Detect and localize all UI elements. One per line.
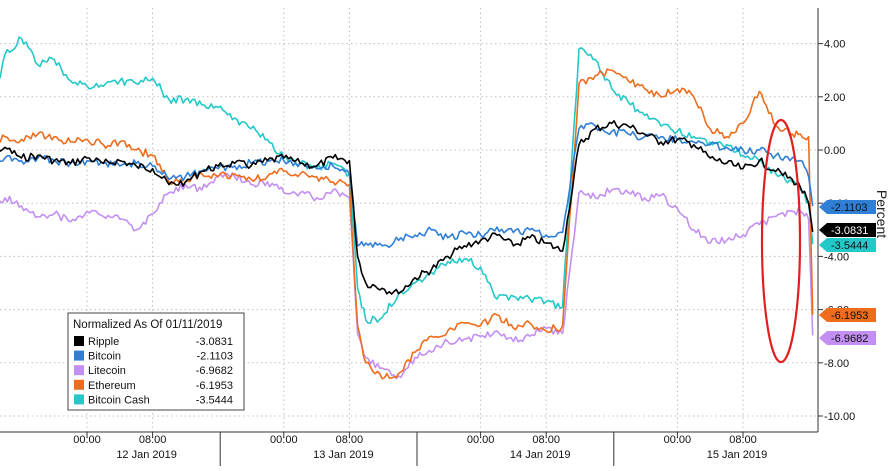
legend-swatch bbox=[74, 365, 84, 376]
legend-value: -6.1953 bbox=[196, 380, 233, 392]
legend-swatch bbox=[74, 379, 84, 390]
legend-value: -3.5444 bbox=[196, 394, 233, 406]
last-value-tag-ripple: -3.0831 bbox=[819, 223, 876, 237]
legend-item-ripple: Ripple -3.0831 bbox=[74, 336, 233, 348]
day-label: 14 Jan 2019 bbox=[510, 449, 571, 461]
tag-background bbox=[819, 223, 876, 237]
legend-value: -2.1103 bbox=[197, 351, 234, 363]
legend-swatch bbox=[74, 394, 84, 405]
y-tick-label: 0.00 bbox=[824, 145, 845, 157]
y-tick-label: -10.00 bbox=[824, 411, 855, 423]
last-value-tag-bitcoin: -2.1103 bbox=[819, 200, 876, 214]
legend-name: Litecoin bbox=[88, 365, 126, 377]
legend-item-bitcoin: Bitcoin -2.1103 bbox=[74, 350, 234, 363]
tag-background bbox=[819, 238, 876, 252]
x-tick-label: 08:00 bbox=[139, 434, 167, 446]
legend-item-bitcoin-cash: Bitcoin Cash -3.5444 bbox=[74, 394, 233, 406]
legend-box bbox=[67, 312, 245, 411]
series-line-litecoin bbox=[0, 172, 814, 380]
last-value-tags: -3.0831 -2.1103 -6.9682 -6.1953 -3.5444 bbox=[819, 200, 876, 345]
series-line-ripple bbox=[0, 120, 814, 295]
series-line-bitcoin-cash bbox=[0, 36, 814, 324]
x-tick-label: 08:00 bbox=[729, 434, 757, 446]
legend-name: Bitcoin Cash bbox=[88, 394, 150, 406]
y-tick-label: -8.00 bbox=[824, 358, 849, 370]
axes bbox=[0, 8, 823, 466]
series-line-ethereum bbox=[0, 68, 814, 380]
tag-value: -3.0831 bbox=[831, 225, 868, 237]
x-tick-label: 00:00 bbox=[73, 434, 101, 446]
tag-value: -2.1103 bbox=[831, 202, 868, 214]
last-value-tag-ethereum: -6.1953 bbox=[819, 308, 876, 322]
legend-items: Ripple -3.0831 Bitcoin -2.1103 Litecoin -6.96… bbox=[74, 336, 233, 406]
legend: Normalized As Of 01/11/2019 Ripple -3.083… bbox=[67, 312, 245, 411]
x-tick-labels: 00:00 08:00 00:00 08:00 00:00 08:00 00:00 08:00… bbox=[73, 434, 767, 461]
tag-value: -6.1953 bbox=[831, 310, 868, 322]
day-label: 15 Jan 2019 bbox=[707, 449, 768, 461]
series-line-bitcoin bbox=[0, 122, 814, 249]
x-tick-label: 08:00 bbox=[532, 434, 560, 446]
tag-value: -3.5444 bbox=[831, 240, 868, 252]
legend-title: Normalized As Of 01/11/2019 bbox=[73, 319, 222, 331]
y-axis-label: Percent bbox=[874, 190, 890, 238]
x-tick-label: 00:00 bbox=[467, 434, 495, 446]
day-label: 12 Jan 2019 bbox=[116, 449, 177, 461]
tag-background bbox=[819, 308, 876, 322]
y-tick-label: 4.00 bbox=[824, 39, 845, 51]
tag-background bbox=[819, 200, 876, 214]
y-tick-label: -4.00 bbox=[824, 251, 849, 263]
x-tick-label: 00:00 bbox=[664, 434, 692, 446]
legend-value: -3.0831 bbox=[196, 336, 233, 348]
day-label: 13 Jan 2019 bbox=[313, 449, 374, 461]
y-tick-label: 2.00 bbox=[824, 92, 845, 104]
legend-item-ethereum: Ethereum -6.1953 bbox=[74, 379, 233, 392]
series-lines bbox=[0, 36, 814, 380]
last-value-tag-litecoin: -6.9682 bbox=[819, 331, 876, 345]
x-tick-label: 00:00 bbox=[270, 434, 298, 446]
legend-swatch bbox=[74, 336, 84, 346]
legend-value: -6.9682 bbox=[196, 365, 233, 377]
highlight-circle bbox=[760, 118, 802, 364]
x-tick-label: 08:00 bbox=[336, 434, 364, 446]
last-value-tag-bitcoin-cash: -3.5444 bbox=[819, 238, 876, 252]
legend-item-litecoin: Litecoin -6.9682 bbox=[74, 365, 233, 377]
legend-name: Ripple bbox=[88, 336, 119, 348]
legend-name: Bitcoin bbox=[88, 351, 121, 363]
legend-swatch bbox=[74, 350, 84, 361]
tag-value: -6.9682 bbox=[831, 333, 868, 345]
tag-background bbox=[819, 331, 876, 345]
legend-name: Ethereum bbox=[88, 380, 136, 392]
